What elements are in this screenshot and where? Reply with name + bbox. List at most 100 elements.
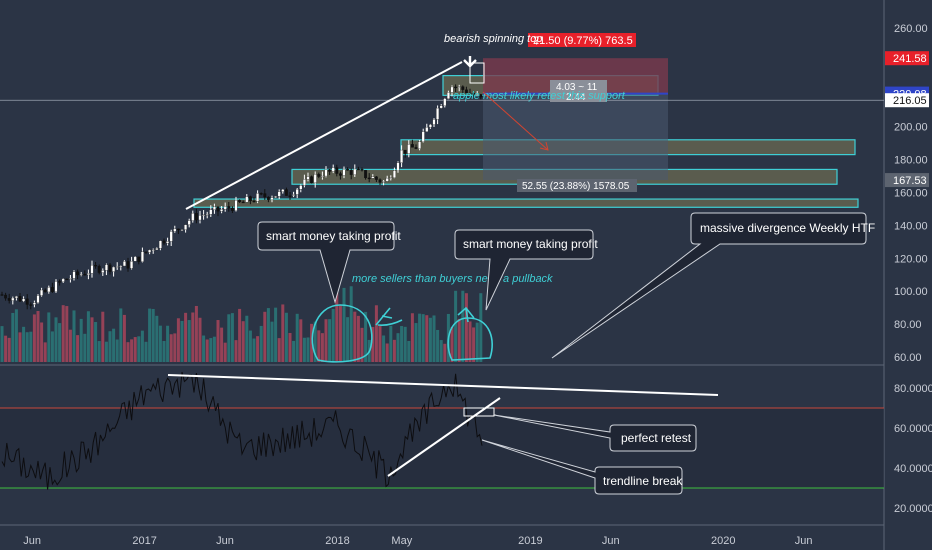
rsi-panel <box>0 371 884 490</box>
candle <box>385 178 389 182</box>
candle <box>392 170 396 178</box>
candle <box>400 149 404 163</box>
volume-bar <box>234 340 238 362</box>
candle <box>382 180 386 183</box>
volume-bar <box>252 338 256 362</box>
annotations: bearish spinning top apple most likely r… <box>257 33 875 495</box>
risk-label-bg <box>528 33 636 47</box>
candle <box>310 176 314 184</box>
price-tag <box>885 51 929 66</box>
volume-bar <box>155 315 159 362</box>
volume-bar <box>353 311 357 362</box>
y-tick-label: 60.00 <box>894 352 922 364</box>
callout-divergence[interactable]: massive divergence Weekly HTF <box>551 212 875 359</box>
candle <box>47 287 51 293</box>
volume-bar <box>25 332 29 362</box>
volume-bar <box>36 311 40 362</box>
candle <box>227 206 231 209</box>
volume-bar <box>432 315 436 362</box>
volume-bar <box>299 319 303 362</box>
rsi-tick-label: 80.0000 <box>894 383 932 395</box>
candle <box>353 168 357 175</box>
volume-bar <box>202 335 206 362</box>
price-tag <box>885 173 929 188</box>
candle <box>97 265 101 273</box>
volume-bar <box>158 325 162 362</box>
candle <box>32 302 36 305</box>
candle <box>194 213 198 221</box>
volume-bar <box>4 335 8 362</box>
support-zone[interactable] <box>193 198 859 208</box>
candle <box>173 228 177 232</box>
candle <box>252 200 256 203</box>
volume-bar <box>112 328 116 362</box>
candle <box>263 193 267 198</box>
candle <box>342 169 346 176</box>
candle <box>328 169 332 172</box>
volume-bar <box>115 339 119 362</box>
candle <box>302 179 306 186</box>
candle <box>421 131 425 142</box>
volume-bar <box>389 325 393 362</box>
candle <box>292 194 296 196</box>
volume-bar <box>119 308 123 362</box>
volume-bar <box>7 337 11 362</box>
volume-bar <box>248 330 252 362</box>
candle <box>11 297 15 301</box>
callout-smart-money-2[interactable]: smart money taking profit <box>454 229 598 311</box>
volume-bar <box>68 329 72 362</box>
volume-bar <box>356 315 360 362</box>
volume-bar <box>464 293 468 362</box>
x-tick-label: Jun <box>795 535 813 547</box>
volume-bar <box>346 317 350 362</box>
candle <box>245 196 249 203</box>
y-tick-label: 260.00 <box>894 23 928 35</box>
target-area <box>483 93 668 181</box>
candle <box>446 92 450 99</box>
rsi-axis: 80.0000 60.0000 40.0000 20.0000 <box>894 383 932 515</box>
candle <box>94 264 98 267</box>
candle <box>288 195 292 197</box>
candle <box>281 189 285 192</box>
volume-bar <box>475 322 479 362</box>
volume-bar <box>187 320 191 362</box>
volume-bar <box>302 337 306 362</box>
volume-bar <box>76 335 80 362</box>
candle <box>299 185 303 190</box>
measure-label: 52.55 (23.88%) 1578.05 <box>522 181 630 192</box>
time-axis: Jun 2017 Jun 2018 May 2019 Jun 2020 Jun <box>23 535 812 547</box>
volume-bar <box>0 326 4 362</box>
candle <box>259 193 263 195</box>
candle <box>133 256 137 262</box>
volume-bar <box>292 340 296 362</box>
price-trendline <box>185 61 463 210</box>
rsi-tick-label: 60.0000 <box>894 423 932 435</box>
price-trendlines <box>185 61 463 210</box>
volume-bar <box>400 326 404 362</box>
x-tick-label: Jun <box>23 535 41 547</box>
callout-smart-money-1[interactable]: smart money taking profit <box>257 221 401 304</box>
volume-bar <box>364 311 368 362</box>
volume-bar <box>259 325 263 362</box>
volume-bar <box>184 312 188 362</box>
y-tick-label: 200.00 <box>894 122 928 134</box>
volume-bar <box>443 343 447 362</box>
candle <box>274 196 278 198</box>
volume-bar <box>371 327 375 362</box>
price-tag-label: 167.53 <box>893 175 927 187</box>
volume-bar <box>220 327 224 362</box>
volume-bar <box>223 342 227 362</box>
candle <box>14 296 18 299</box>
volume-bar <box>198 317 202 362</box>
callout-perfect-retest[interactable]: perfect retest <box>493 414 697 452</box>
volume-bar <box>450 327 454 362</box>
candle <box>209 209 213 215</box>
volume-bar <box>425 315 429 362</box>
price-axis: 260.00240.00220.00200.00180.00160.00140.… <box>894 23 928 364</box>
candle <box>4 294 8 299</box>
volume-bar <box>108 331 112 362</box>
callout-text: perfect retest <box>621 431 692 445</box>
volume-bar <box>439 340 443 362</box>
callout-trendline-break[interactable]: trendline break <box>481 439 683 495</box>
